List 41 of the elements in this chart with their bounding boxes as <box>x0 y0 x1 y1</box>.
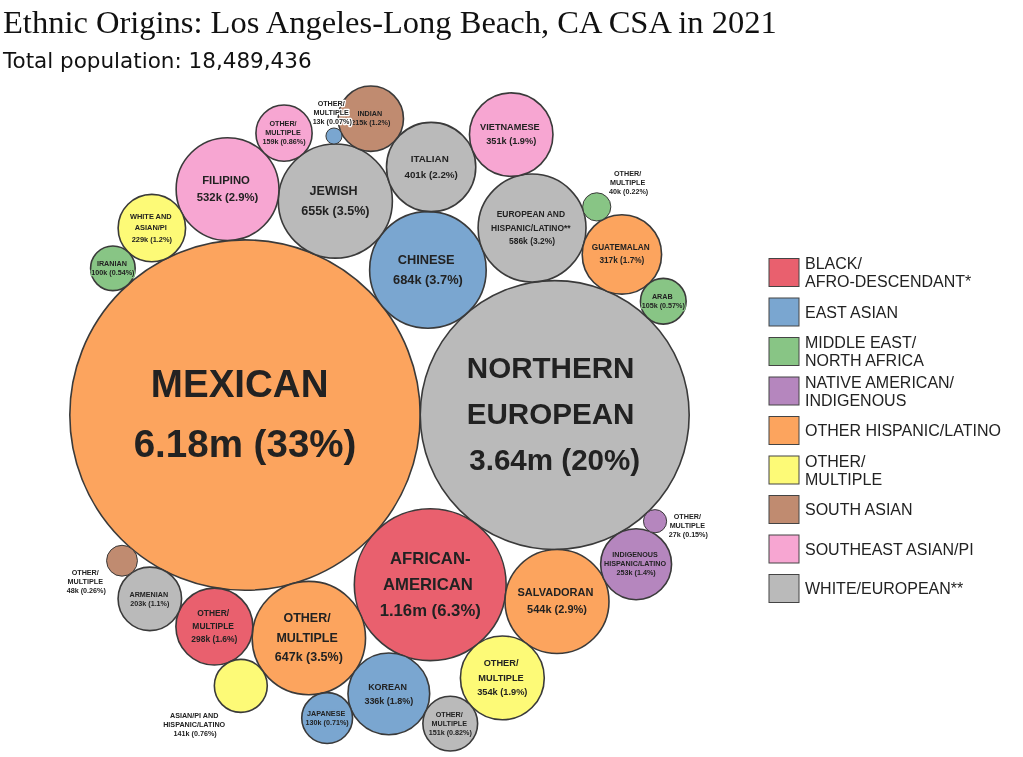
category-label: OTHER/ MULTIPLE <box>276 611 342 645</box>
category-label: OTHER/ MULTIPLE <box>478 658 527 683</box>
data-label: 336k (1.8%) <box>364 695 414 706</box>
data-label: 532k (2.9%) <box>196 191 259 204</box>
data-label: 655k (3.5%) <box>301 203 370 218</box>
legend-label: OTHER HISPANIC/LATINO <box>805 422 1001 440</box>
data-label: 647k (3.5%) <box>274 650 343 665</box>
data-label: 351k (1.9%) <box>486 136 537 147</box>
category-label: OTHER/ MULTIPLE <box>192 607 237 632</box>
data-label: 6.18m (33%) <box>133 421 357 465</box>
text: Total population: 18,489,436 <box>2 48 312 73</box>
data-label: 401k (2.2%) <box>404 168 458 180</box>
category-label: EUROPEAN AND HISPANIC/LATINO** <box>491 209 573 233</box>
legend-label: SOUTH ASIAN <box>805 501 913 519</box>
text: Ethnic Origins: Los Angeles-Long Beach, CA CSA in 2021 <box>3 4 777 40</box>
legend-label: NATIVE AMERICAN/ INDIGENOUS <box>805 373 959 409</box>
category-label: JEWISH <box>309 184 362 199</box>
data-label: 684k (3.7%) <box>393 271 463 287</box>
category-label: GUATEMALAN <box>591 243 653 253</box>
data-label: 3.64m (20%) <box>469 442 641 476</box>
data-label: 354k (1.9%) <box>477 686 528 697</box>
legend-label: WHITE/EUROPEAN** <box>805 580 964 598</box>
legend-label: EAST ASIAN <box>805 303 899 321</box>
category-label: CHINESE <box>397 251 459 267</box>
legend-label: OTHER/ MULTIPLE <box>805 452 883 488</box>
category-label: AFRICAN- AMERICAN <box>382 548 478 594</box>
data-label: 544k (2.9%) <box>527 603 588 616</box>
category-label: SALVADORAN <box>517 586 597 599</box>
category-label: NORTHERN EUROPEAN <box>466 351 643 430</box>
category-label: KOREAN <box>368 681 410 692</box>
legend-label: MIDDLE EAST/ NORTH AFRICA <box>805 334 925 370</box>
category-label: MEXICAN <box>150 361 340 405</box>
legend-label: SOUTHEAST ASIAN/PI <box>805 540 974 558</box>
category-label: FILIPINO <box>202 173 253 186</box>
data-label: 586k (3.2%) <box>509 235 556 246</box>
data-label: 1.16m (6.3%) <box>379 600 481 620</box>
data-label: 317k (1.7%) <box>599 256 645 266</box>
category-label: VIETNAMESE <box>480 122 543 133</box>
category-label: ITALIAN <box>410 153 452 165</box>
legend-label: BLACK/ AFRO-DESCENDANT* <box>805 255 972 291</box>
data-label: 298k (1.6%) <box>191 634 238 645</box>
